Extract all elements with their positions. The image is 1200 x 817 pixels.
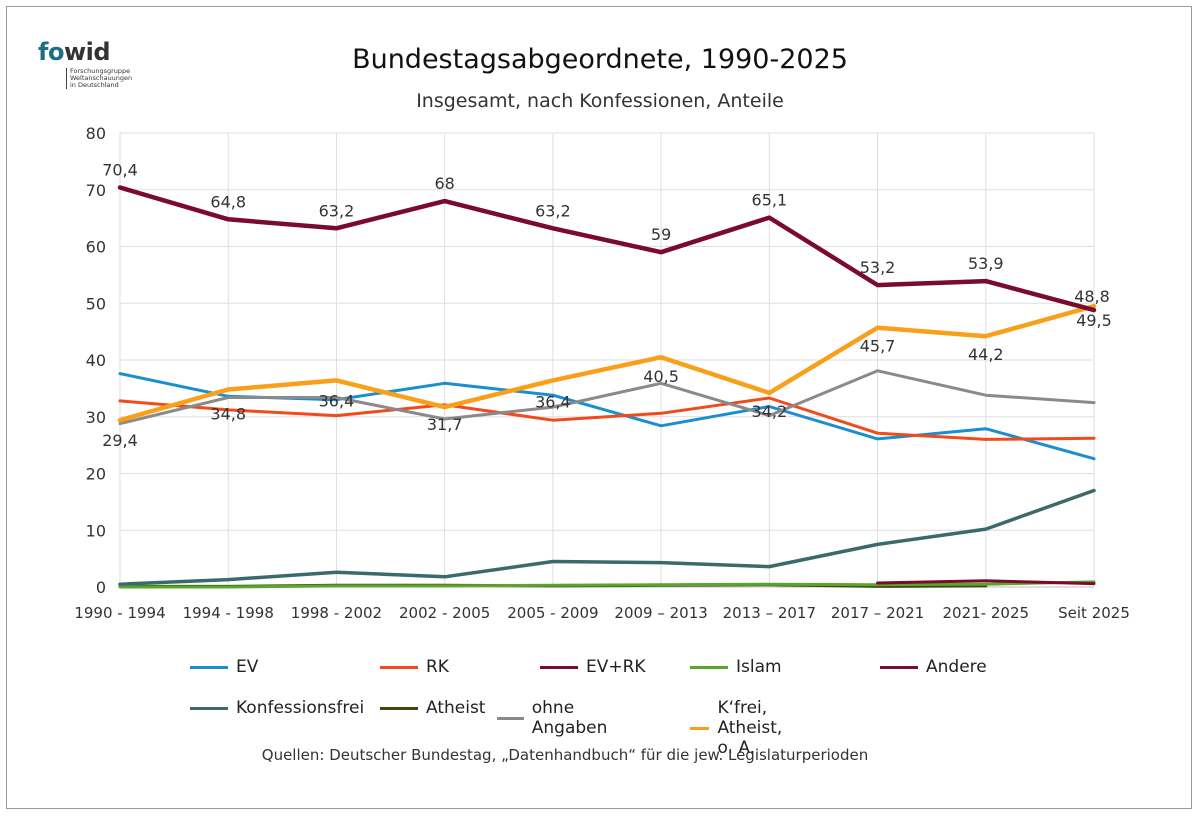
y-tick-label: 60 [86, 238, 106, 257]
data-label-ev-rk: 63,2 [535, 201, 571, 220]
legend-label: Konfessionsfrei [236, 698, 365, 718]
x-tick-label: 1998 - 2002 [291, 604, 382, 622]
y-tick-label: 80 [86, 124, 106, 143]
y-tick-label: 0 [96, 578, 106, 597]
legend-swatch [497, 716, 524, 720]
legend-item-andere: Andere [880, 657, 987, 677]
y-tick-label: 70 [86, 181, 106, 200]
legend-label: Andere [926, 657, 987, 677]
legend-swatch [380, 665, 418, 669]
x-tick-label: 2017 – 2021 [831, 604, 924, 622]
legend-item-ev: EV [190, 657, 258, 677]
legend-label: RK [426, 657, 449, 677]
legend-swatch [540, 665, 578, 669]
legend-swatch [190, 665, 228, 669]
data-label-kfrei: 31,7 [427, 415, 463, 434]
data-label-kfrei: 34,2 [752, 402, 788, 421]
x-tick-label: 2005 - 2009 [507, 604, 598, 622]
chart-subtitle: Insgesamt, nach Konfessionen, Anteile [416, 90, 784, 112]
data-label-ev-rk: 68 [434, 174, 454, 193]
y-tick-label: 30 [86, 408, 106, 427]
legend-swatch [690, 665, 728, 669]
logo-subtitle: Forschungsgruppe Weltanschauungen in Deu… [66, 68, 150, 89]
legend-item-ev-rk: EV+RK [540, 657, 646, 677]
x-tick-label: 1990 - 1994 [74, 604, 165, 622]
legend-swatch [190, 706, 228, 710]
y-tick-label: 20 [86, 465, 106, 484]
data-label-kfrei: 29,4 [102, 431, 138, 450]
logo-line: Weltanschauungen [70, 74, 133, 82]
series-line-rk [118, 396, 1096, 441]
x-tick-label: 2009 – 2013 [614, 604, 707, 622]
legend-label: Atheist [426, 698, 486, 718]
data-label-ev-rk: 53,2 [860, 258, 896, 277]
legend-item-rk: RK [380, 657, 449, 677]
legend-item-islam: Islam [690, 657, 782, 677]
data-label-kfrei: 45,7 [860, 337, 896, 356]
data-label-ev-rk: 63,2 [319, 201, 355, 220]
legend-item-konfessionsfrei: Konfessionsfrei [190, 698, 364, 718]
chart-title: Bundestagsabgeordnete, 1990-2025 [352, 44, 848, 75]
legend-swatch [690, 726, 710, 730]
legend-item-ohne-angaben: ohne Angaben [497, 698, 619, 738]
data-label-ev-rk: 64,8 [210, 192, 246, 211]
x-tick-label: Seit 2025 [1058, 604, 1130, 622]
data-label-kfrei: 44,2 [968, 345, 1004, 364]
data-label-kfrei: 49,5 [1076, 311, 1112, 330]
source-note: Quellen: Deutscher Bundestag, „Datenhand… [261, 746, 869, 764]
x-tick-label: 2013 – 2017 [723, 604, 816, 622]
data-label-kfrei: 40,5 [643, 367, 679, 386]
data-label-kfrei: 36,4 [535, 392, 571, 411]
data-label-ev-rk: 59 [651, 225, 671, 244]
data-label-kfrei: 34,8 [210, 405, 246, 424]
series-line-k-frei-atheist-o-a- [117, 303, 1097, 423]
series-line-ev-rk [117, 185, 1097, 313]
y-tick-label: 10 [86, 521, 106, 540]
data-label-kfrei: 36,4 [319, 391, 355, 410]
y-tick-label: 40 [86, 351, 106, 370]
series-line-andere [876, 579, 1096, 586]
legend-swatch [880, 665, 918, 669]
legend-label: EV+RK [586, 657, 646, 677]
legend-label: EV [236, 657, 259, 677]
x-tick-label: 1994 - 1998 [183, 604, 274, 622]
y-tick-label: 50 [86, 294, 106, 313]
logo-text-fo: fo [38, 38, 64, 66]
data-label-ev-rk: 65,1 [752, 191, 788, 210]
series-line-konfessionsfrei [118, 488, 1096, 586]
logo-line: Forschungsgruppe [70, 67, 131, 75]
legend-item-atheist: Atheist [380, 698, 485, 718]
fowid-logo: fowid Forschungsgruppe Weltanschauungen … [38, 38, 132, 89]
legend-label: ohne Angaben [531, 698, 608, 738]
legend-label: Islam [736, 657, 782, 677]
logo-line: in Deutschland [70, 81, 119, 89]
series-line-islam [118, 580, 1096, 589]
legend-swatch [380, 706, 418, 710]
logo-text-wid: wid [63, 38, 111, 66]
series-line-ohne-angaben [118, 369, 1096, 426]
data-label-ev-rk: 48,8 [1074, 287, 1110, 306]
x-tick-label: 2002 - 2005 [399, 604, 490, 622]
data-label-ev-rk: 53,9 [968, 254, 1004, 273]
data-label-ev-rk: 70,4 [102, 160, 138, 179]
legend-item-k-frei-atheist-o-a-: K‘frei, Atheist, o. A. [690, 698, 801, 758]
legend-label: K‘frei, Atheist, o. A. [717, 698, 783, 758]
x-tick-label: 2021- 2025 [943, 604, 1030, 622]
